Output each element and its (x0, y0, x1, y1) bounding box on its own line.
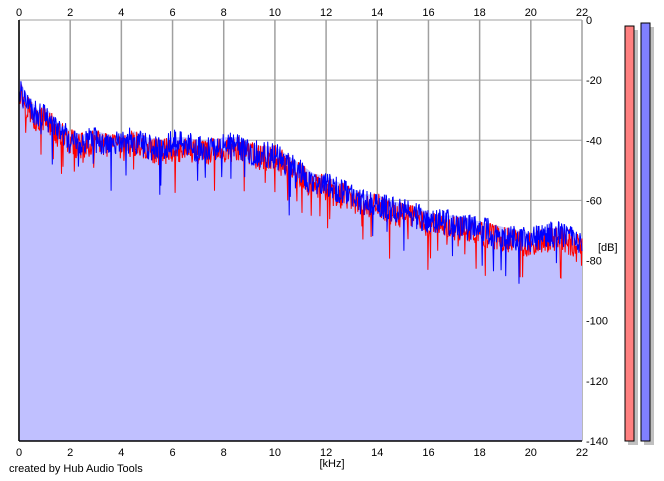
x-tick-label-7: 14 (371, 7, 383, 19)
x-tick-label-9: 18 (474, 7, 486, 19)
x-tick-label-4: 8 (221, 7, 227, 19)
y-tick-label-5: -100 (586, 316, 608, 328)
level-meter-0 (624, 25, 635, 442)
x-tick-label-bottom-6: 12 (320, 447, 332, 459)
x-tick-label-bottom-0: 0 (16, 447, 22, 459)
y-tick-label-0: 0 (586, 15, 592, 27)
x-tick-label-10: 20 (525, 7, 537, 19)
x-tick-label-1: 2 (67, 7, 73, 19)
level-meter-1 (640, 22, 651, 442)
x-tick-label-0: 0 (16, 7, 22, 19)
series-line-0 (18, 83, 583, 279)
x-axis-label: [kHz] (319, 458, 344, 470)
x-tick-label-bottom-11: 22 (576, 447, 588, 459)
x-tick-label-bottom-2: 4 (118, 447, 124, 459)
x-tick-label-bottom-4: 8 (221, 447, 227, 459)
x-tick-label-5: 10 (269, 7, 281, 19)
x-tick-label-bottom-9: 18 (474, 447, 486, 459)
y-tick-label-2: -40 (586, 135, 602, 147)
y-tick-label-4: -80 (586, 256, 602, 268)
x-tick-label-11: 22 (576, 7, 588, 19)
x-tick-label-8: 16 (422, 7, 434, 19)
level-meters (624, 22, 654, 446)
credit-text: created by Hub Audio Tools (9, 463, 143, 475)
x-tick-label-bottom-5: 10 (269, 447, 281, 459)
x-tick-label-bottom-7: 14 (371, 447, 383, 459)
series-line-1 (18, 81, 583, 284)
x-tick-label-3: 6 (169, 7, 175, 19)
y-tick-label-1: -20 (586, 75, 602, 87)
x-tick-label-bottom-8: 16 (422, 447, 434, 459)
x-tick-label-bottom-10: 20 (525, 447, 537, 459)
x-tick-label-6: 12 (320, 7, 332, 19)
y-tick-label-3: -60 (586, 195, 602, 207)
x-tick-label-bottom-3: 6 (169, 447, 175, 459)
tick-labels: 002244668810101212141416161818202022220-… (16, 7, 608, 459)
series-layer (18, 81, 583, 284)
x-tick-label-bottom-1: 2 (67, 447, 73, 459)
x-tick-label-2: 4 (118, 7, 124, 19)
y-axis-label: [dB] (598, 242, 618, 254)
y-tick-label-7: -140 (586, 436, 608, 448)
y-tick-label-6: -120 (586, 376, 608, 388)
